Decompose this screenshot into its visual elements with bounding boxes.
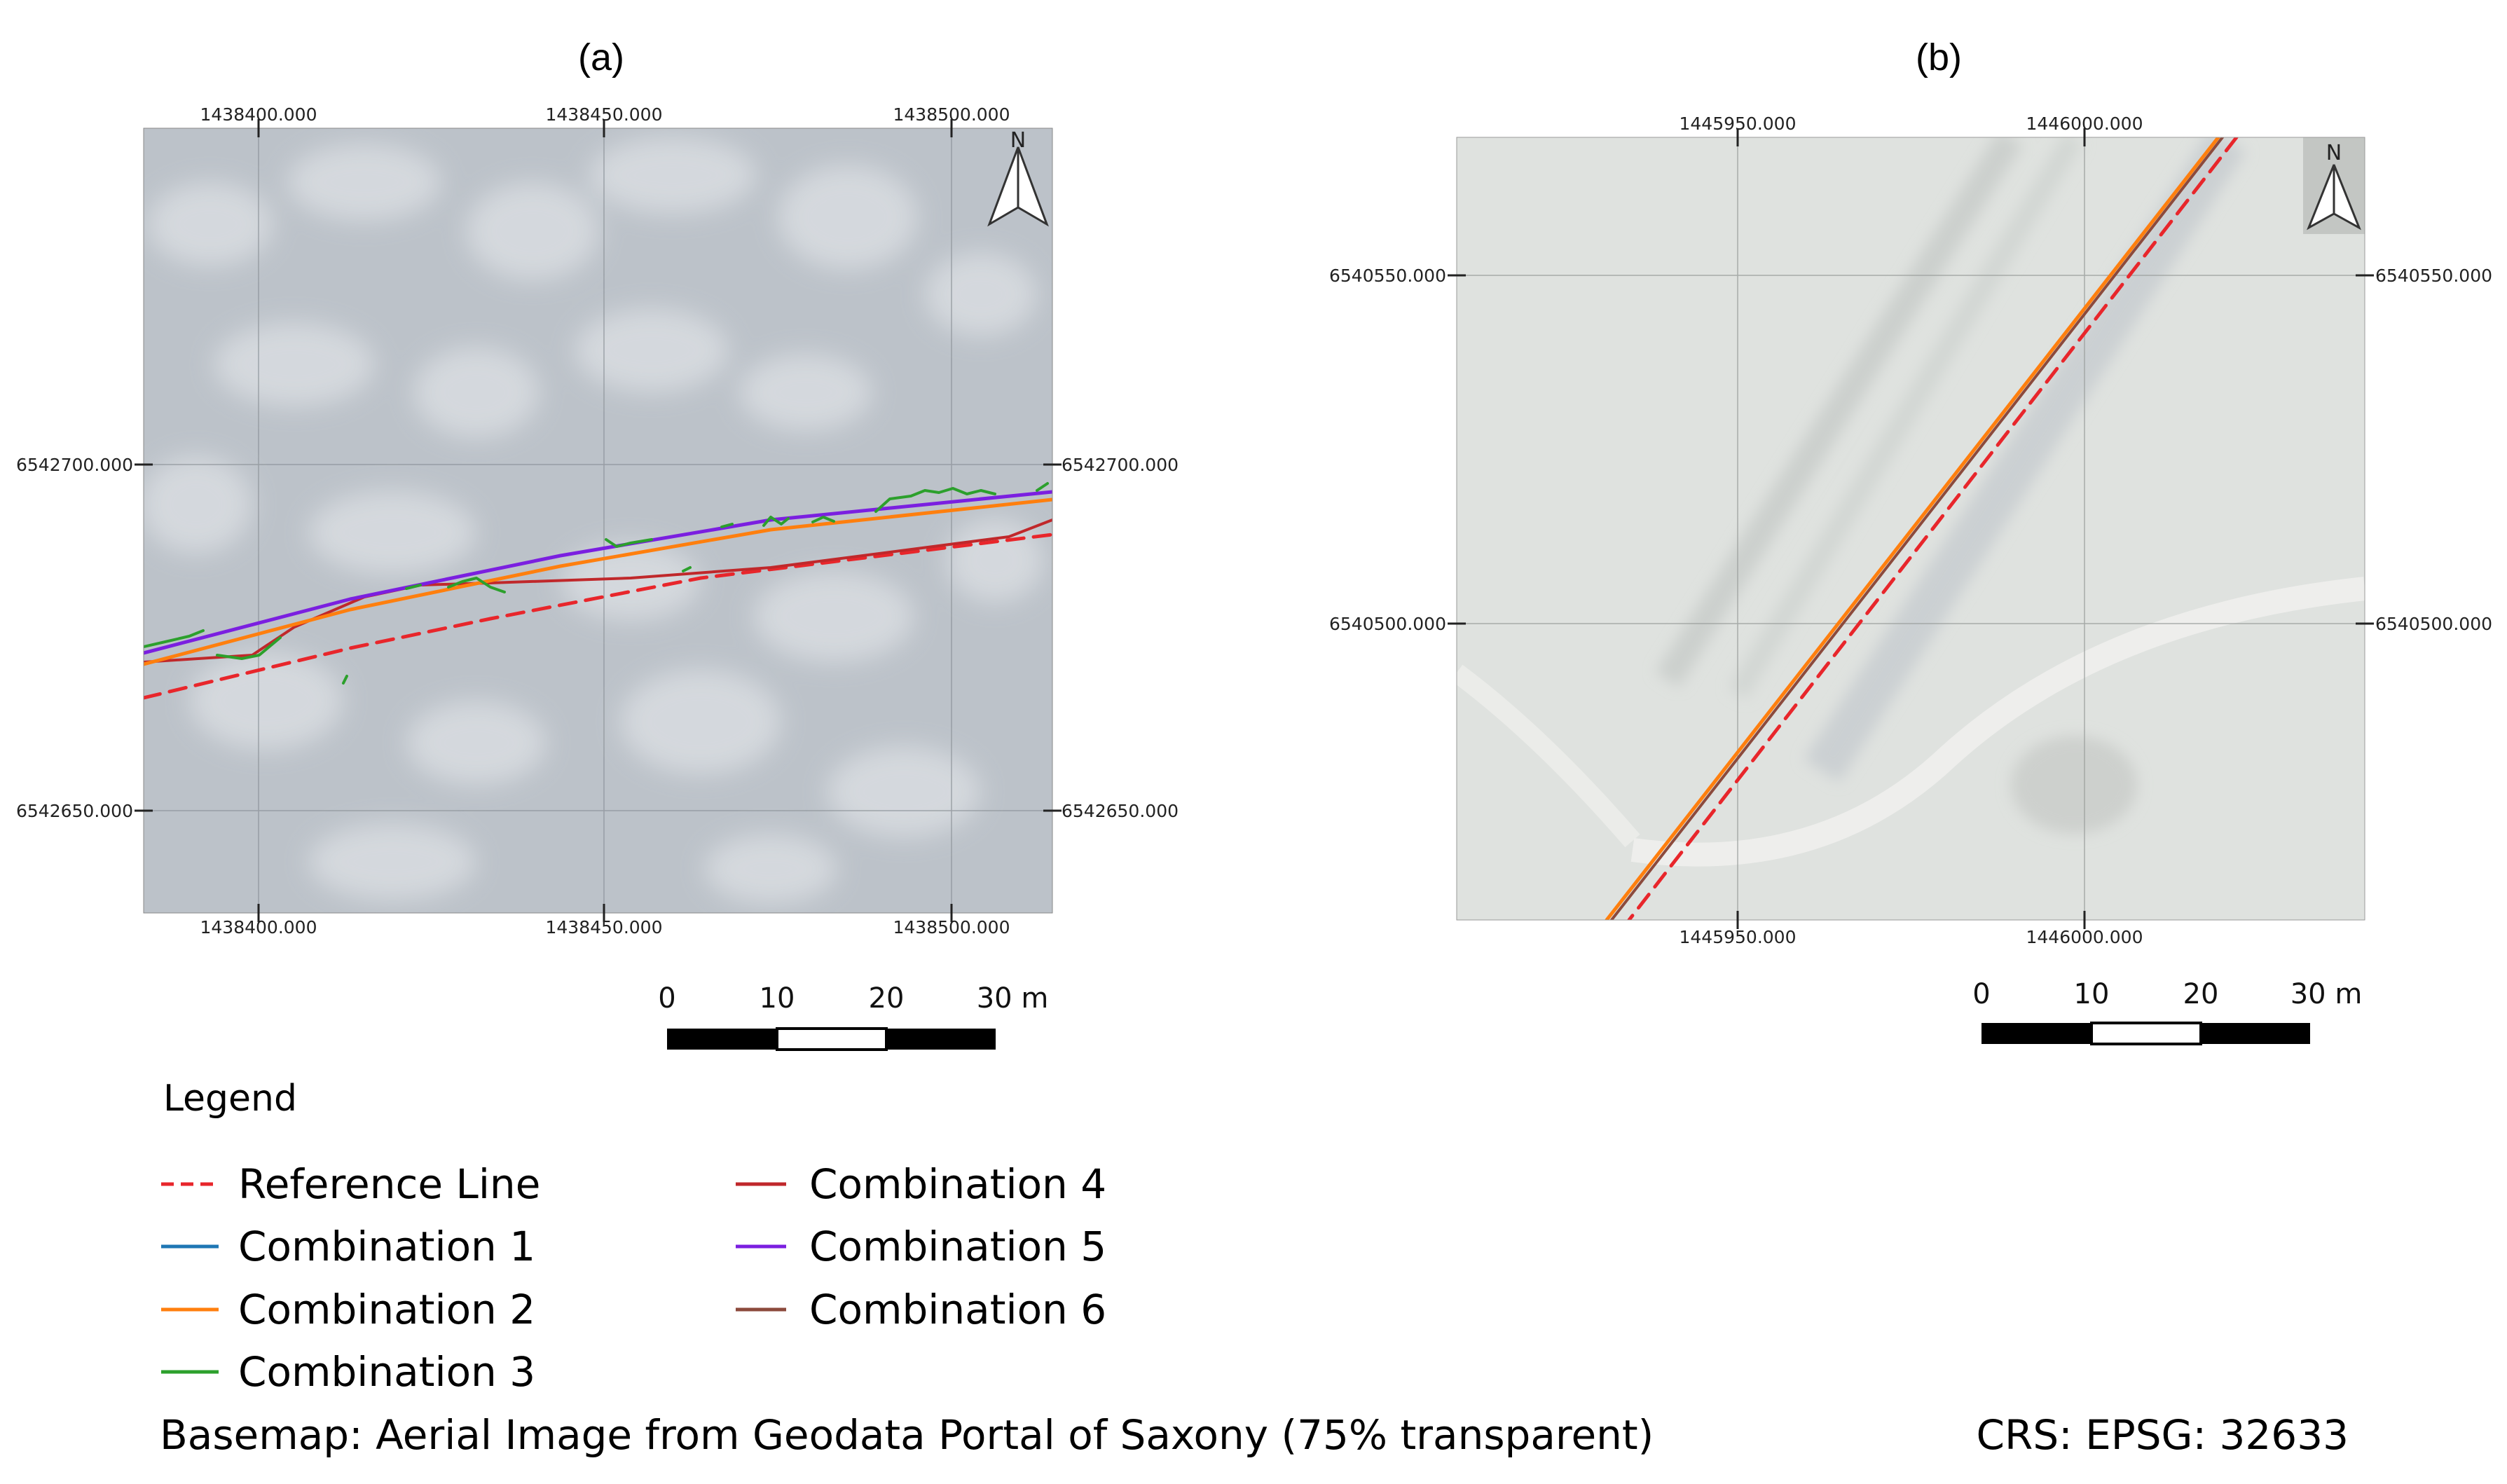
legend-label-combination-6: Combination 6 bbox=[809, 1286, 1106, 1333]
panel-b-top-x-tick: 1446000.000 bbox=[2026, 114, 2143, 134]
panel-b-bottom-x-tick: 1445950.000 bbox=[1679, 927, 1796, 947]
panel-b-title: (b) bbox=[1916, 36, 1962, 78]
panel-a-bottom-x-tick: 1438450.000 bbox=[545, 917, 662, 937]
panel-b-right-y-tick: 6540500.000 bbox=[2375, 614, 2492, 634]
panel-b-basemap bbox=[1457, 137, 2365, 920]
panel-b-map: (b) bbox=[1329, 36, 2492, 1045]
legend-label-combination-2: Combination 2 bbox=[238, 1286, 535, 1333]
panel-a-scale-bar: 0 10 20 30 m bbox=[658, 982, 1049, 1051]
panel-a-left-y-tick: 6542650.000 bbox=[16, 801, 133, 821]
panel-b-scale-label: 30 m bbox=[2290, 978, 2363, 1010]
panel-a-north-label: N bbox=[1010, 128, 1026, 153]
panel-a-bottom-x-tick: 1438400.000 bbox=[200, 917, 317, 937]
panel-b-north-label: N bbox=[2326, 141, 2342, 165]
panel-a-top-x-tick: 1438450.000 bbox=[545, 104, 662, 125]
panel-a-title: (a) bbox=[578, 36, 624, 78]
panel-a-right-y-tick: 6542650.000 bbox=[1062, 801, 1179, 821]
panel-a-right-y-tick: 6542700.000 bbox=[1062, 455, 1179, 475]
panel-b-scale-label: 10 bbox=[2074, 978, 2110, 1010]
combination-2-line bbox=[1605, 137, 2220, 920]
panel-b-scale-label: 0 bbox=[1972, 978, 1990, 1010]
crs-note: CRS: EPSG: 32633 bbox=[1977, 1411, 2349, 1459]
legend-label-combination-1: Combination 1 bbox=[238, 1223, 535, 1270]
panel-a-basemap bbox=[144, 128, 1052, 913]
basemap-note: Basemap: Aerial Image from Geodata Porta… bbox=[160, 1411, 1654, 1459]
panel-a-scale-label: 0 bbox=[658, 982, 675, 1015]
reference-line bbox=[144, 533, 1052, 700]
panel-b-left-y-tick: 6540550.000 bbox=[1329, 266, 1446, 286]
combination-5-line bbox=[144, 490, 1052, 655]
panel-b-scale-bar: 0 10 20 30 m bbox=[1972, 978, 2363, 1045]
legend-label-combination-5: Combination 5 bbox=[809, 1223, 1106, 1270]
panel-a-left-y-tick: 6542700.000 bbox=[16, 455, 133, 475]
panel-b-top-x-tick: 1445950.000 bbox=[1679, 114, 1796, 134]
north-arrow-icon bbox=[987, 146, 1049, 227]
legend-label-combination-4: Combination 4 bbox=[809, 1160, 1106, 1208]
panel-b-scale-label: 20 bbox=[2183, 978, 2219, 1010]
north-arrow-icon bbox=[2303, 137, 2365, 234]
panel-a-scale-label: 10 bbox=[760, 982, 795, 1015]
panel-b-right-y-tick: 6540550.000 bbox=[2375, 266, 2492, 286]
panel-b-left-y-tick: 6540500.000 bbox=[1329, 614, 1446, 634]
reference-line bbox=[1627, 137, 2239, 920]
legend-label-combination-3: Combination 3 bbox=[238, 1348, 535, 1396]
panel-b-bottom-x-tick: 1446000.000 bbox=[2026, 927, 2143, 947]
panel-a-top-x-tick: 1438500.000 bbox=[893, 104, 1010, 125]
legend-label-reference-line: Reference Line bbox=[238, 1160, 540, 1208]
panel-a-bottom-x-tick: 1438500.000 bbox=[893, 917, 1010, 937]
panel-a-top-x-tick: 1438400.000 bbox=[200, 104, 317, 125]
combination-2-line bbox=[144, 497, 1052, 666]
panel-a-scale-label: 20 bbox=[869, 982, 905, 1015]
legend: Legend Reference Line Combination 1 Comb… bbox=[161, 1078, 1106, 1396]
legend-title: Legend bbox=[163, 1078, 297, 1120]
combination-3-segments bbox=[144, 482, 1049, 685]
panel-a-scale-label: 30 m bbox=[977, 982, 1049, 1015]
panel-a-map: (a) bbox=[16, 36, 1179, 1051]
combination-6-line bbox=[1610, 137, 2224, 920]
